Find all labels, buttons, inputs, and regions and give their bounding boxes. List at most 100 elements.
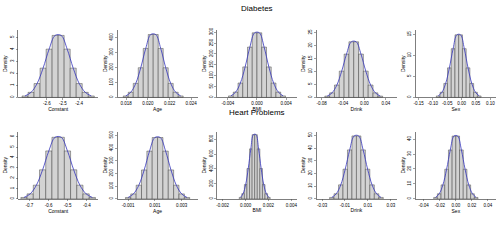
svg-text:5: 5 [308, 82, 313, 85]
svg-text:Density: Density [400, 55, 406, 72]
svg-text:Density: Density [201, 55, 207, 72]
svg-text:Sex: Sex [452, 208, 461, 214]
svg-text:200: 200 [209, 49, 214, 57]
svg-text:Density: Density [2, 156, 8, 173]
svg-text:150: 150 [209, 60, 214, 68]
svg-text:BMI: BMI [253, 106, 262, 112]
svg-text:0.000: 0.000 [240, 203, 252, 208]
svg-text:0: 0 [109, 95, 114, 98]
svg-text:5: 5 [10, 35, 15, 38]
svg-text:0: 0 [10, 197, 15, 200]
svg-text:20: 20 [308, 170, 313, 176]
svg-text:-0.01: -0.01 [340, 203, 351, 208]
svg-text:300: 300 [109, 48, 114, 56]
svg-text:0.020: 0.020 [142, 101, 154, 106]
svg-text:0: 0 [109, 197, 114, 200]
svg-text:1: 1 [10, 186, 15, 189]
svg-text:-0.02: -0.02 [435, 203, 446, 208]
svg-text:15: 15 [308, 55, 313, 61]
svg-text:300: 300 [109, 156, 114, 164]
svg-text:0.02: 0.02 [468, 203, 477, 208]
svg-text:6: 6 [10, 134, 15, 137]
svg-text:200: 200 [209, 179, 214, 187]
svg-text:600: 600 [209, 149, 214, 157]
svg-text:200: 200 [109, 169, 114, 177]
svg-text:5: 5 [10, 145, 15, 148]
svg-text:0.004: 0.004 [286, 203, 298, 208]
svg-text:100: 100 [109, 181, 114, 189]
svg-text:0: 0 [209, 95, 214, 98]
svg-text:0.022: 0.022 [164, 101, 176, 106]
svg-text:Heart Problems: Heart Problems [229, 108, 285, 117]
svg-text:0: 0 [308, 95, 313, 98]
svg-text:-0.001: -0.001 [122, 203, 135, 208]
svg-text:0: 0 [407, 197, 412, 200]
svg-text:3: 3 [10, 165, 15, 168]
svg-text:0.018: 0.018 [120, 101, 132, 106]
svg-text:40: 40 [308, 144, 313, 150]
svg-text:Constant: Constant [48, 106, 69, 112]
svg-text:10: 10 [308, 183, 313, 189]
svg-text:30: 30 [308, 157, 313, 163]
svg-text:0: 0 [10, 95, 15, 98]
svg-text:Density: Density [300, 156, 306, 173]
svg-text:4: 4 [10, 47, 15, 50]
svg-text:-0.08: -0.08 [316, 101, 327, 106]
svg-text:40: 40 [407, 135, 412, 141]
svg-text:Drink: Drink [351, 207, 363, 213]
svg-text:0.04: 0.04 [381, 101, 390, 106]
svg-text:10: 10 [407, 180, 412, 186]
svg-text:800: 800 [209, 134, 214, 142]
svg-text:Constant: Constant [48, 208, 69, 214]
svg-text:15: 15 [407, 31, 412, 37]
svg-text:0.00: 0.00 [360, 101, 369, 106]
svg-text:Age: Age [153, 208, 162, 214]
svg-text:30: 30 [407, 150, 412, 156]
svg-text:-0.4: -0.4 [83, 203, 91, 208]
svg-text:Density: Density [400, 156, 406, 173]
svg-text:Density: Density [300, 55, 306, 72]
svg-text:-0.15: -0.15 [413, 101, 424, 106]
svg-text:2: 2 [10, 71, 15, 74]
svg-text:-0.5: -0.5 [64, 203, 72, 208]
svg-text:-0.7: -0.7 [26, 203, 34, 208]
svg-text:25: 25 [308, 29, 313, 35]
svg-text:0.001: 0.001 [149, 203, 161, 208]
svg-text:Density: Density [201, 156, 207, 173]
svg-text:20: 20 [407, 165, 412, 171]
svg-text:300: 300 [209, 27, 214, 35]
svg-text:Drink: Drink [351, 106, 363, 112]
svg-text:100: 100 [209, 71, 214, 79]
svg-text:-2.5: -2.5 [59, 101, 67, 106]
svg-text:1: 1 [10, 83, 15, 86]
svg-text:-0.05: -0.05 [442, 101, 453, 106]
svg-text:Sex: Sex [452, 106, 461, 112]
svg-text:400: 400 [109, 33, 114, 41]
svg-text:0.03: 0.03 [386, 203, 395, 208]
svg-text:0: 0 [209, 197, 214, 200]
svg-text:10: 10 [407, 52, 412, 58]
svg-text:Age: Age [153, 106, 162, 112]
svg-text:-2.6: -2.6 [43, 101, 51, 106]
svg-text:3: 3 [10, 59, 15, 62]
svg-text:4: 4 [10, 155, 15, 158]
svg-text:0.002: 0.002 [263, 203, 275, 208]
svg-text:400: 400 [109, 143, 114, 151]
svg-text:Density: Density [102, 55, 108, 72]
svg-text:-0.04: -0.04 [338, 101, 349, 106]
svg-text:250: 250 [209, 38, 214, 46]
svg-text:0: 0 [407, 95, 412, 98]
svg-text:-0.04: -0.04 [419, 203, 430, 208]
svg-text:500: 500 [109, 130, 114, 138]
svg-text:-0.10: -0.10 [428, 101, 439, 106]
svg-text:Diabetes: Diabetes [241, 4, 273, 13]
svg-text:0.04: 0.04 [484, 203, 493, 208]
svg-text:0.00: 0.00 [451, 203, 460, 208]
svg-text:2: 2 [10, 176, 15, 179]
svg-text:0: 0 [308, 197, 313, 200]
svg-text:200: 200 [109, 63, 114, 71]
svg-text:0.003: 0.003 [176, 203, 188, 208]
svg-text:400: 400 [209, 164, 214, 172]
svg-text:20: 20 [308, 42, 313, 48]
svg-text:100: 100 [109, 78, 114, 86]
